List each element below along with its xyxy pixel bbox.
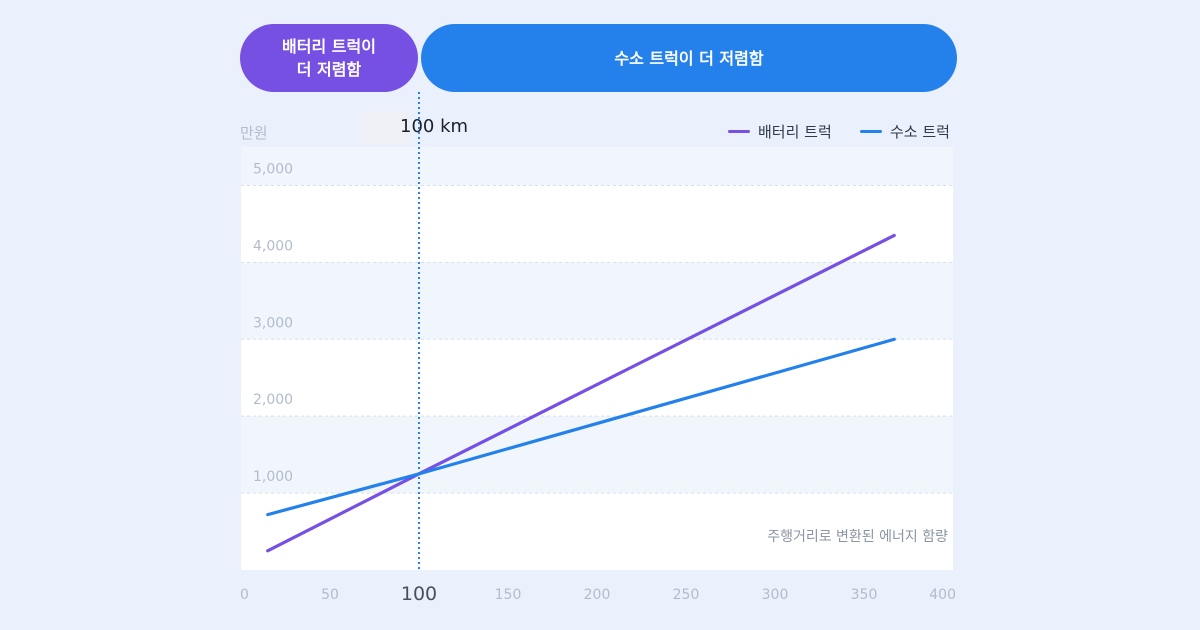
plot-band	[241, 185, 953, 263]
hydrogen-cheaper-banner: 수소 트럭이 더 저렴함	[421, 24, 957, 92]
x-tick-label: 350	[851, 587, 878, 603]
legend-item-battery: 배터리 트럭	[728, 121, 832, 142]
plot-band	[241, 262, 953, 340]
plot-band	[241, 416, 953, 494]
y-tick-label: 5,000	[253, 161, 293, 177]
y-tick-label: 2,000	[253, 392, 293, 408]
legend-swatch-hydrogen	[860, 130, 882, 133]
x-tick-label: 150	[495, 587, 522, 603]
legend-label-hydrogen: 수소 트럭	[890, 123, 950, 141]
legend-item-hydrogen: 수소 트럭	[860, 121, 950, 142]
y-tick-label: 1,000	[253, 469, 293, 485]
y-axis-ticks: 1,000 2,000 3,000 4,000 5,000	[253, 161, 293, 485]
x-axis-ticks: 0 50 100 150 200 250 300 350 400	[240, 583, 956, 605]
x-tick-label: 300	[762, 587, 789, 603]
y-tick-label: 3,000	[253, 315, 293, 331]
battery-cheaper-banner: 배터리 트럭이 더 저렴함	[240, 24, 418, 92]
y-unit-label: 만원	[240, 124, 268, 142]
crossover-label-text: 100 km	[400, 116, 469, 137]
crossover-label-background	[360, 112, 410, 144]
x-tick-label: 400	[929, 587, 956, 603]
legend-label-battery: 배터리 트럭	[758, 123, 832, 141]
hydrogen-cheaper-label: 수소 트럭이 더 저렴함	[614, 48, 764, 68]
x-tick-label: 50	[321, 587, 339, 603]
battery-cheaper-label: 배터리 트럭이 더 저렴함	[282, 37, 376, 79]
x-tick-label: 200	[584, 587, 611, 603]
x-tick-label: 0	[240, 587, 249, 603]
plot-band	[241, 493, 953, 570]
crossover-marker-label: 100 km	[360, 112, 472, 144]
hydrogen-truck-line	[266, 337, 896, 517]
plot-background	[241, 147, 953, 570]
plot-band	[241, 147, 953, 186]
legend-swatch-battery	[728, 130, 750, 133]
plot-band	[241, 339, 953, 417]
chart-annotation: 주행거리로 변환된 에너지 함량	[767, 529, 948, 545]
x-tick-label: 100	[401, 583, 437, 605]
y-tick-label: 4,000	[253, 238, 293, 254]
x-tick-label: 250	[673, 587, 700, 603]
series-lines	[266, 233, 896, 553]
grid-lines	[241, 184, 953, 494]
